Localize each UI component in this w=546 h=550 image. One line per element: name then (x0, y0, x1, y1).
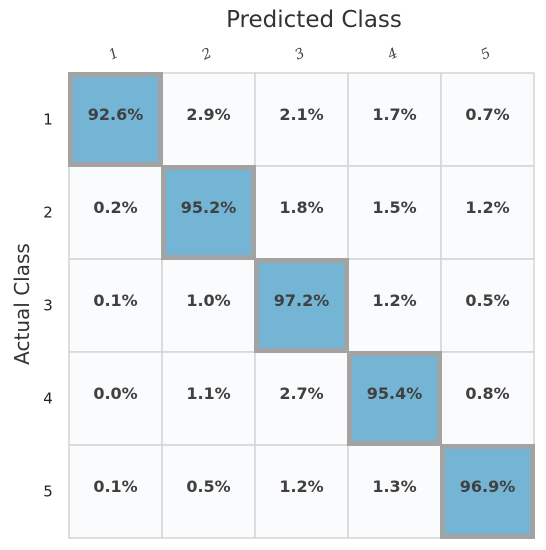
cell-value-label: 2.1% (279, 105, 323, 124)
row-tick-labels: 1 2 3 4 5 (43, 111, 53, 501)
matrix-cell (68, 165, 163, 260)
matrix-cell (440, 165, 535, 260)
matrix-cell (161, 444, 256, 539)
column-tick-labels: 1 2 3 4 5 (106, 45, 493, 64)
matrix-cell (68, 444, 163, 539)
diagonal-cell-highlight (68, 72, 163, 167)
cell-value-label: 1.1% (186, 384, 230, 403)
cell-value-label: 0.1% (93, 291, 137, 310)
diagonal-cell-highlight (440, 444, 535, 539)
diagonal-cell (347, 351, 442, 446)
cell-value-label: 1.2% (465, 198, 509, 217)
cell-value-label: 1.2% (372, 291, 416, 310)
diagonal-cell-highlight (347, 351, 442, 446)
cell-value-label: 1.2% (279, 477, 323, 496)
row-tick-label: 2 (43, 204, 53, 222)
row-tick-label: 3 (43, 297, 53, 315)
y-axis-title: Actual Class (10, 243, 34, 365)
diagonal-highlights (68, 72, 535, 539)
cell-value-label: 96.9% (460, 477, 516, 496)
row-tick-label: 4 (43, 390, 53, 408)
cell-value-label: 92.6% (88, 105, 144, 124)
matrix-cell (161, 351, 256, 446)
matrix-cell (254, 444, 349, 539)
row-tick-label: 1 (43, 111, 53, 129)
cell-value-label: 2.7% (279, 384, 323, 403)
matrix-cells (68, 72, 535, 539)
matrix-cell (161, 72, 256, 167)
cell-value-label: 2.9% (186, 105, 230, 124)
column-tick-label: 5 (478, 45, 493, 63)
chart-title: Predicted Class (226, 7, 402, 33)
matrix-cell (347, 258, 442, 353)
matrix-cell (440, 351, 535, 446)
cell-value-label: 0.5% (186, 477, 230, 496)
cell-value-label: 0.2% (93, 198, 137, 217)
cell-value-label: 0.0% (93, 384, 137, 403)
cell-value-label: 1.7% (372, 105, 416, 124)
cell-value-label: 1.8% (279, 198, 323, 217)
cell-value-label: 1.3% (372, 477, 416, 496)
row-tick-label: 5 (43, 483, 53, 501)
cell-value-label: 0.8% (465, 384, 509, 403)
column-tick-label: 2 (198, 45, 214, 64)
matrix-cell (161, 258, 256, 353)
column-tick-label: 3 (292, 45, 307, 63)
cell-value-label: 95.2% (181, 198, 237, 217)
cell-value-label: 0.1% (93, 477, 137, 496)
diagonal-cell (68, 72, 163, 167)
cell-value-label: 95.4% (367, 384, 423, 403)
cell-value-label: 0.5% (465, 291, 509, 310)
matrix-cell (254, 351, 349, 446)
matrix-cell (68, 351, 163, 446)
diagonal-cell-highlight (161, 165, 256, 260)
cell-value-label: 0.7% (465, 105, 509, 124)
diagonal-cell-highlight (254, 258, 349, 353)
cell-value-label: 1.0% (186, 291, 230, 310)
cell-value-labels: 92.6% 2.9% 2.1% 1.7% 0.7% 0.2% 95.2% 1.8% 1.5% 1.… (88, 105, 516, 496)
column-tick-label: 1 (106, 45, 121, 63)
matrix-cell (254, 72, 349, 167)
cell-value-label: 1.5% (372, 198, 416, 217)
diagonal-cell (440, 444, 535, 539)
column-tick-label: 4 (384, 45, 400, 64)
cell-value-label: 97.2% (274, 291, 330, 310)
